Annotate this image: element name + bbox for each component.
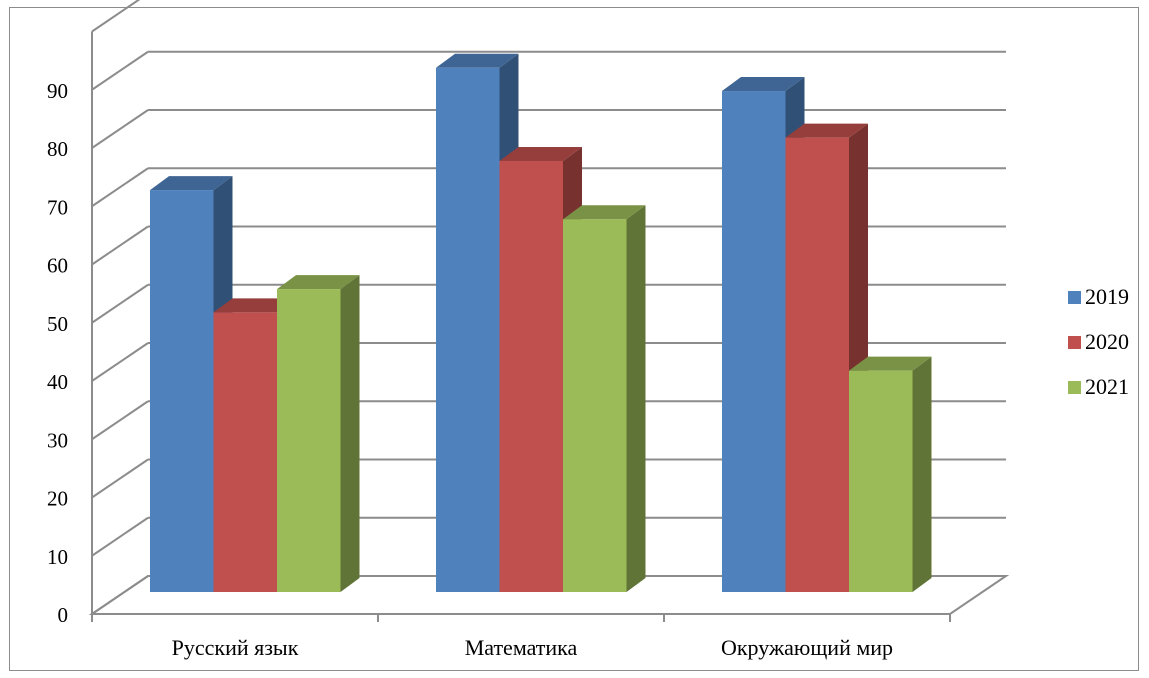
- side-wall-line: [91, 458, 149, 499]
- legend: 2019 2020 2021: [1068, 284, 1129, 399]
- bar-top-face: [213, 298, 296, 313]
- bar-top-face: [150, 176, 233, 191]
- bar-top-face: [277, 275, 360, 290]
- y-tick-label: 90: [47, 79, 68, 103]
- y-tick-label: 10: [47, 545, 68, 569]
- legend-swatch: [1068, 291, 1081, 304]
- bar-side-face: [912, 356, 932, 592]
- bar-top-face: [785, 123, 868, 138]
- bar-top-face: [499, 146, 582, 161]
- y-tick-label: 0: [58, 603, 69, 627]
- side-wall-line: [91, 167, 149, 208]
- bar-front-face: [563, 219, 627, 592]
- y-tick-label: 50: [47, 312, 68, 336]
- bar-top-face: [722, 77, 805, 92]
- x-category-label: Русский язык: [172, 635, 299, 660]
- bar-top-face: [436, 53, 519, 68]
- bar-top-face: [563, 205, 646, 220]
- bar-front-face: [150, 190, 214, 592]
- bar-front-face: [849, 370, 913, 592]
- y-tick-label: 40: [47, 370, 68, 394]
- side-wall-line: [91, 225, 149, 266]
- legend-label: 2019: [1085, 284, 1129, 309]
- side-wall-line: [91, 50, 149, 91]
- side-wall-line: [91, 283, 149, 324]
- side-wall-line: [91, 342, 149, 382]
- bar-side-face: [340, 275, 360, 592]
- y-tick-label: 70: [47, 195, 68, 219]
- y-tick-label: 60: [47, 254, 68, 278]
- bar-front-face: [785, 137, 849, 592]
- legend-label: 2021: [1085, 374, 1129, 399]
- bar: [277, 275, 360, 592]
- x-category-label: Окружающий мир: [721, 635, 893, 660]
- side-wall-line: [91, 0, 141, 33]
- axes: [91, 31, 951, 622]
- x-axis-categories: Русский язык Математика Окружающий мир: [172, 635, 893, 660]
- y-axis-ticks: 0 10 20 30 40 50 60 70 80 90: [47, 79, 68, 627]
- legend-swatch: [1068, 381, 1081, 394]
- bar-front-face: [499, 160, 563, 592]
- bar-front-face: [213, 312, 277, 592]
- y-tick-label: 20: [47, 487, 68, 511]
- legend-label: 2020: [1085, 329, 1129, 354]
- bar-side-face: [626, 205, 646, 592]
- bar-front-face: [722, 91, 786, 593]
- y-tick-label: 80: [47, 137, 68, 161]
- side-wall-line: [91, 400, 149, 441]
- y-tick-label: 30: [47, 428, 68, 452]
- bar-front-face: [277, 289, 341, 592]
- x-category-label: Математика: [465, 635, 578, 660]
- bar: [849, 356, 932, 592]
- bar-top-face: [849, 356, 932, 371]
- legend-swatch: [1068, 336, 1081, 349]
- bar-front-face: [436, 67, 500, 592]
- side-wall-line: [91, 109, 149, 149]
- bars: [150, 53, 932, 593]
- side-wall-line: [91, 516, 149, 557]
- bar: [563, 205, 646, 592]
